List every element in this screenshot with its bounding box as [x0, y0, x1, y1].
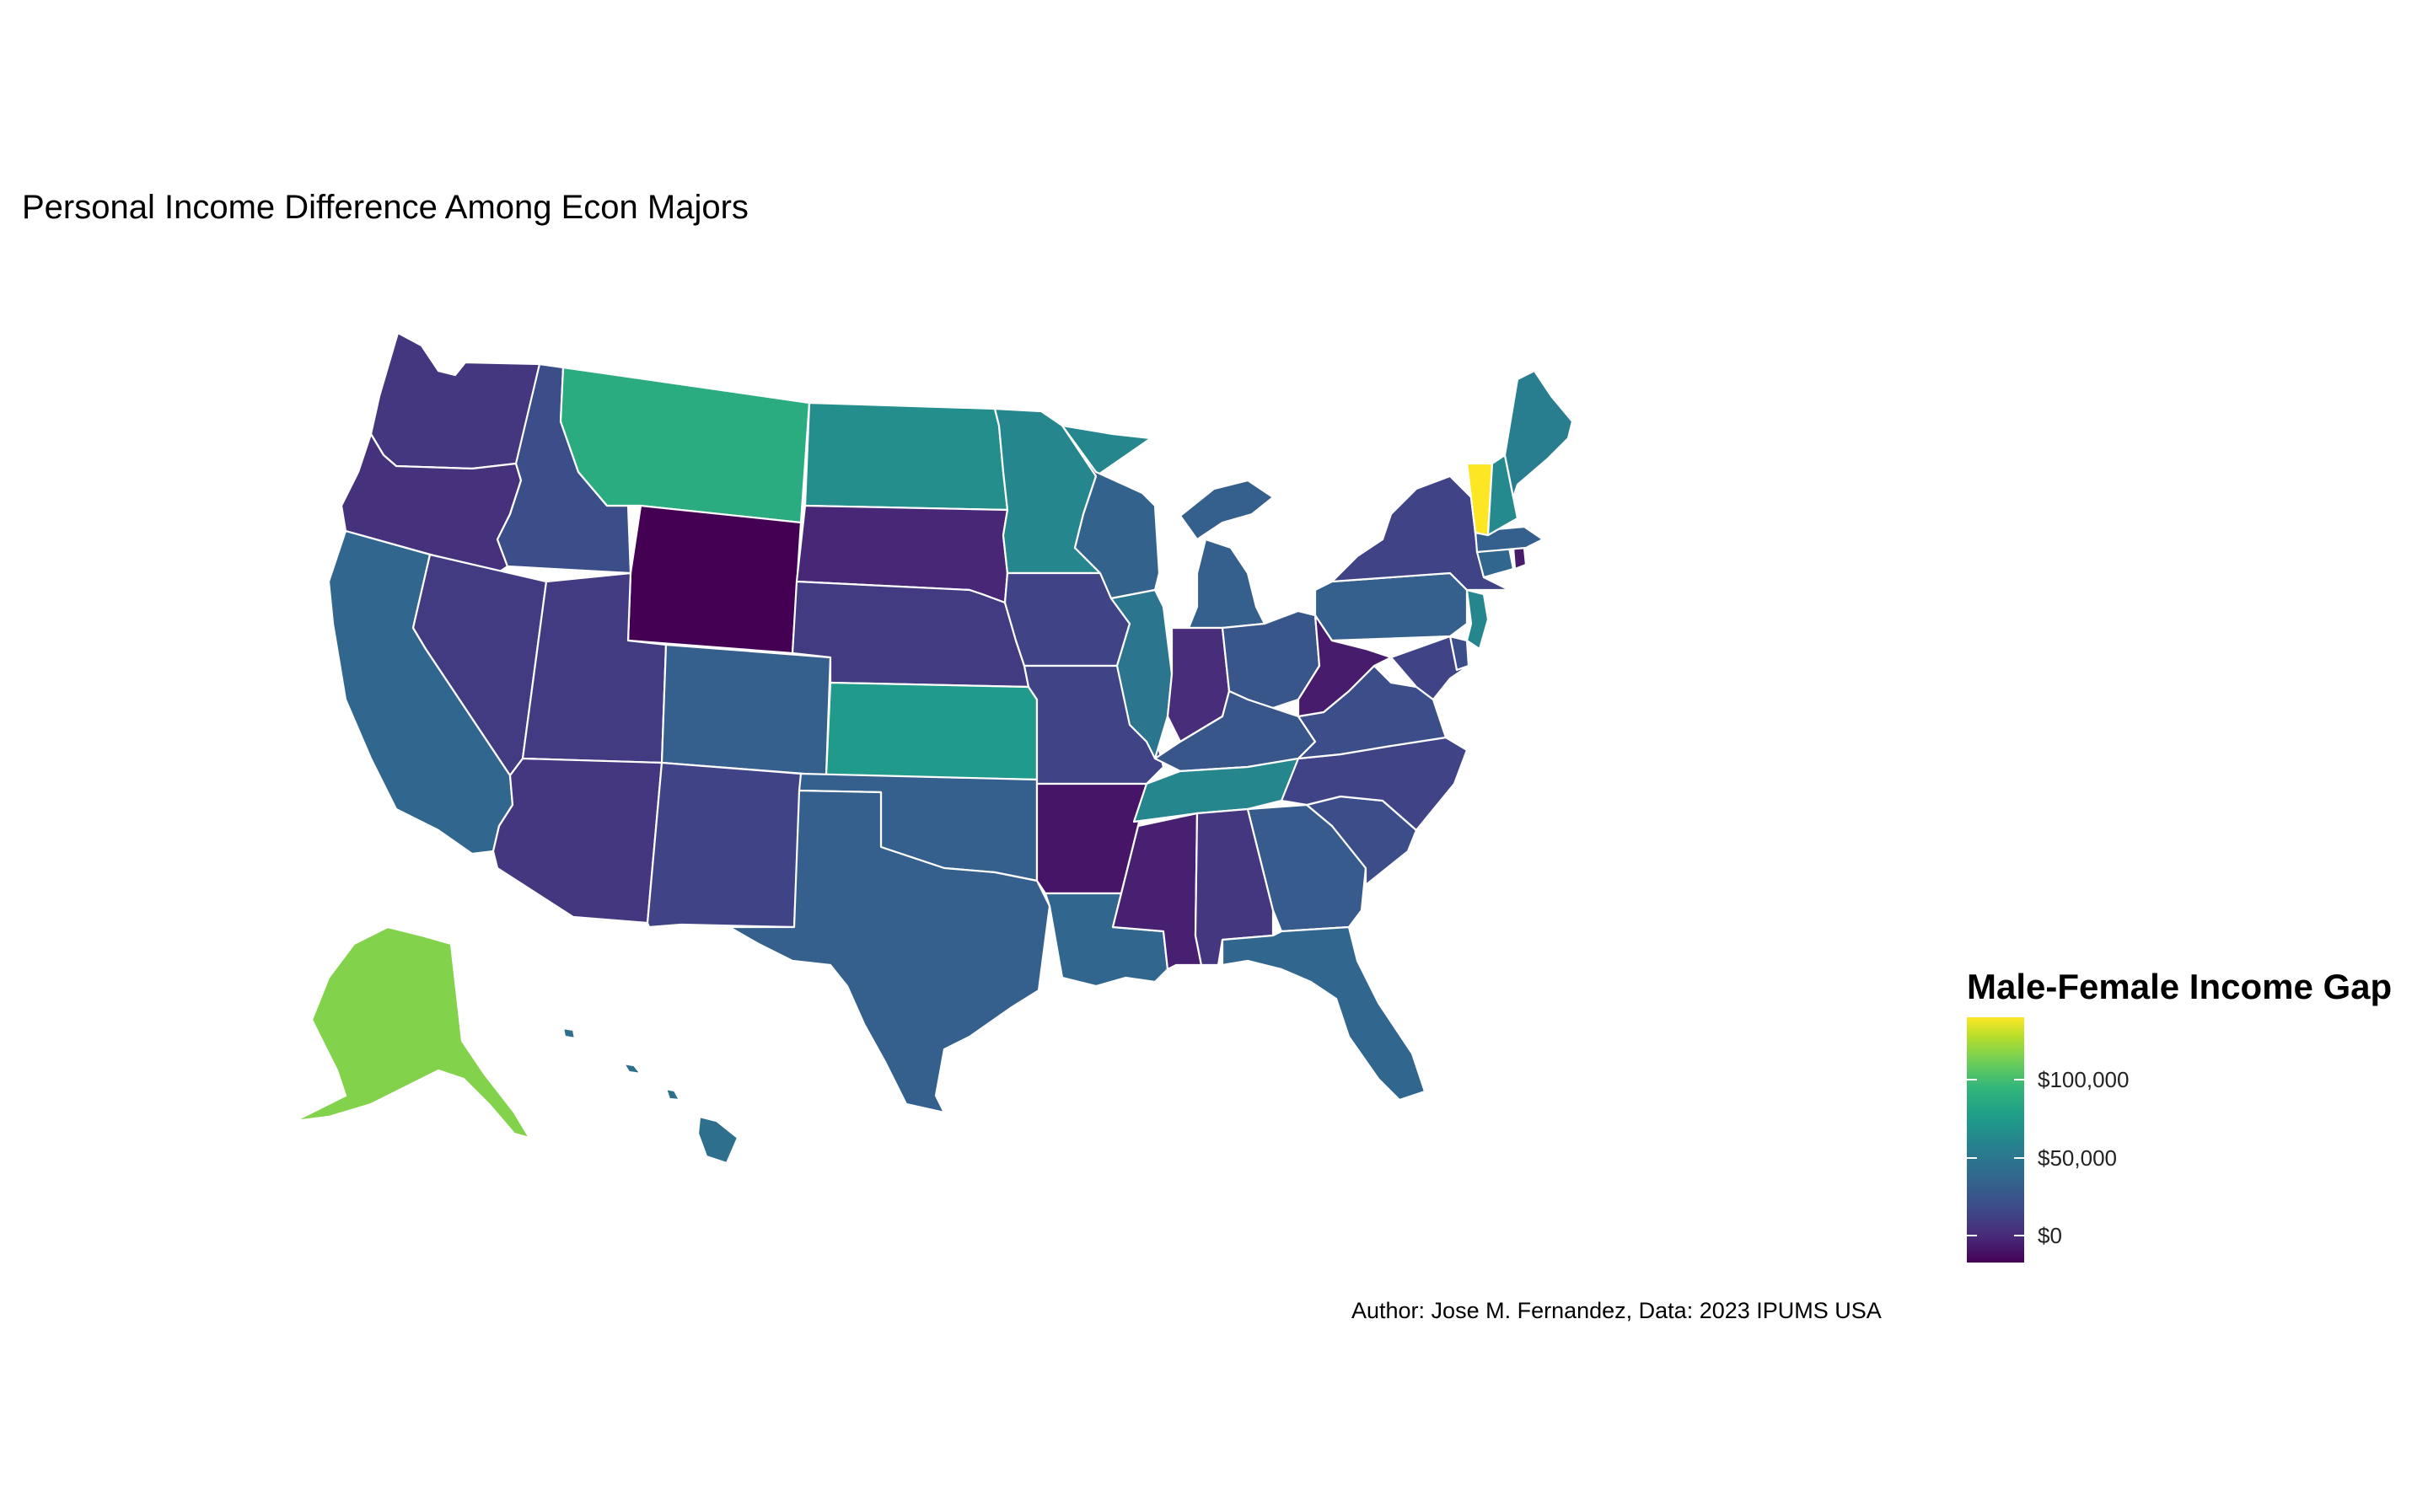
state-tx	[728, 789, 1051, 1114]
state-ri	[1512, 546, 1528, 571]
legend-tick-mark	[2014, 1235, 2024, 1237]
state-az	[492, 757, 663, 925]
legend-tick-label: $0	[2038, 1223, 2062, 1249]
state-wv	[1297, 614, 1393, 718]
state-md	[1389, 635, 1470, 701]
state-nm	[646, 761, 803, 929]
state-fl	[1221, 925, 1426, 1102]
caption: Author: Jose M. Fernandez, Data: 2023 IP…	[1351, 1298, 1882, 1323]
state-nj	[1465, 588, 1490, 651]
legend-tick-label: $50,000	[2038, 1145, 2117, 1171]
map-title: Personal Income Difference Among Econ Ma…	[22, 189, 749, 226]
legend-tick-mark	[1967, 1235, 1977, 1237]
legend-tick-mark	[1967, 1156, 1977, 1159]
state-ks	[825, 681, 1039, 781]
legend-tick-mark	[1967, 1079, 1977, 1081]
legend-title: Male-Female Income Gap	[1967, 967, 2393, 1006]
legend-tick-mark	[2014, 1156, 2024, 1159]
legend-tick-label: $100,000	[2038, 1067, 2130, 1093]
state-co	[660, 643, 832, 777]
state-hi	[561, 1027, 739, 1165]
state-pa	[1313, 571, 1469, 642]
legend-colorbar	[1967, 1017, 2024, 1263]
state-nh	[1486, 453, 1519, 537]
state-mt	[559, 366, 811, 524]
legend-tick-mark	[2014, 1079, 2024, 1081]
state-ak	[293, 925, 531, 1139]
state-me	[1503, 369, 1574, 499]
state-nd	[803, 401, 1009, 512]
state-mi	[1179, 479, 1275, 630]
state-wy	[626, 504, 803, 655]
